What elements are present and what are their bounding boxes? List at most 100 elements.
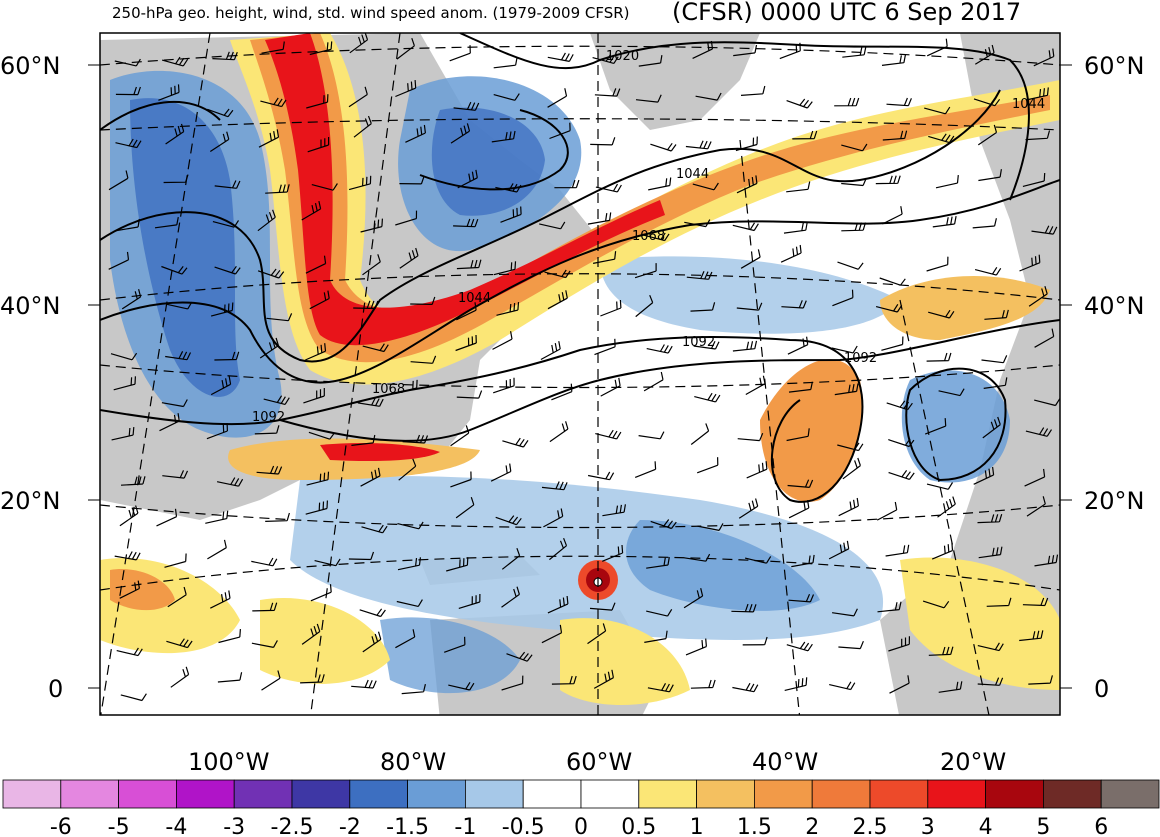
wind-barb <box>307 137 330 153</box>
wind-barb <box>166 301 193 310</box>
wind-barb <box>977 514 1003 524</box>
wind-barb <box>1025 427 1053 437</box>
wind-barb <box>732 682 759 693</box>
meridian-100w <box>100 33 211 715</box>
wind-barb <box>984 309 1009 320</box>
wind-barb <box>1028 675 1053 685</box>
wind-barb <box>931 542 954 560</box>
graticule <box>100 33 1060 715</box>
wind-barb <box>786 641 813 652</box>
colorbar-label: -1.5 <box>386 815 429 837</box>
wind-barb <box>549 122 571 140</box>
wind-barb <box>842 457 861 480</box>
contour-label: 1020 <box>606 49 639 64</box>
wind-barb <box>1019 254 1041 272</box>
wind-barb <box>396 599 423 607</box>
wind-barb <box>544 269 571 279</box>
parallel-40n <box>100 273 1060 301</box>
wind-barb <box>120 476 146 486</box>
wind-barb <box>265 512 290 522</box>
wind-barb <box>119 580 140 599</box>
wind-barb <box>500 206 522 223</box>
colorbar-label: -6 <box>50 815 72 837</box>
wind-barb <box>310 584 332 602</box>
anomaly-neg-atlantic <box>600 256 900 334</box>
wind-barb <box>314 558 341 567</box>
wind-barb <box>983 377 1008 389</box>
wind-barb <box>1022 597 1049 607</box>
wind-barb <box>353 115 372 138</box>
wind-barb <box>210 376 232 396</box>
wind-barb <box>735 136 758 152</box>
wind-barb <box>165 351 192 361</box>
meridian-80w <box>310 33 401 715</box>
wind-barb <box>360 218 383 233</box>
wind-barb <box>886 97 912 107</box>
map-frame <box>99 32 1061 716</box>
wind-barb <box>876 501 898 521</box>
wind-barb <box>644 630 668 643</box>
wind-barb <box>737 432 764 442</box>
wind-barb <box>547 290 568 310</box>
wind-barb <box>1033 48 1055 67</box>
wind-barb <box>301 200 322 221</box>
wind-barb <box>780 244 802 263</box>
colorbar-swatch <box>927 779 986 809</box>
wind-barb <box>1026 496 1046 517</box>
wind-barb <box>841 177 867 187</box>
wind-barb <box>554 179 580 189</box>
wind-barb <box>453 218 479 228</box>
wind-barb <box>600 299 622 317</box>
wind-barb <box>601 544 624 562</box>
wind-barb <box>986 597 1012 607</box>
wind-barb <box>685 638 707 656</box>
wind-barb <box>828 540 850 560</box>
wind-barb <box>875 175 901 185</box>
wind-barb <box>648 177 672 191</box>
wind-barb <box>348 175 372 191</box>
colorbar-swatch <box>233 779 293 809</box>
colorbar-label: 4 <box>979 815 993 837</box>
wind-barb <box>349 33 369 54</box>
colorbar-label: -2.5 <box>271 815 314 837</box>
latitude-axis: 60°N 40°N 20°N 0 60°N 40°N 20°N 0 <box>0 52 1145 703</box>
wind-barb <box>837 261 864 270</box>
map-title-left: 250-hPa geo. height, wind, std. wind spe… <box>112 4 630 22</box>
colorbar-swatch <box>291 779 351 809</box>
wind-barb <box>351 434 376 446</box>
wind-barb <box>156 508 178 527</box>
wind-barb <box>541 624 563 644</box>
wind-barb <box>551 383 573 401</box>
wind-barb <box>788 500 810 519</box>
wind-barb <box>254 425 280 435</box>
wind-barb <box>163 174 189 184</box>
wind-barb <box>549 537 568 561</box>
wind-barb <box>982 416 1001 439</box>
colorbar-label: 5 <box>1036 815 1050 837</box>
contour-label: 1044 <box>1012 97 1045 112</box>
wind-barb <box>164 553 187 568</box>
wind-barb <box>252 602 278 612</box>
wind-barb <box>547 595 569 614</box>
colorbar-label: -3 <box>223 815 245 837</box>
wind-barb <box>410 296 436 305</box>
wind-barb <box>779 42 801 60</box>
parallel-20n <box>100 504 1060 529</box>
colorbar-label: 1 <box>690 815 704 837</box>
wind-barb <box>978 546 1003 559</box>
wind-barb <box>587 471 615 481</box>
contour-labels: 1020 1044 1044 1068 1044 1092 1092 1068 … <box>252 49 1045 425</box>
wind-barb <box>877 601 902 613</box>
wind-barb <box>115 138 142 149</box>
wind-barb <box>443 636 466 653</box>
wind-barb <box>348 551 375 561</box>
wind-barb <box>888 438 915 448</box>
wind-barb <box>634 263 657 279</box>
wind-barb <box>214 180 241 189</box>
colorbar-label: -5 <box>108 815 130 837</box>
wind-barb <box>257 268 285 279</box>
wind-barb <box>495 183 522 193</box>
wind-barb <box>646 608 673 617</box>
wind-barb <box>834 97 860 107</box>
wind-barb <box>348 86 368 108</box>
